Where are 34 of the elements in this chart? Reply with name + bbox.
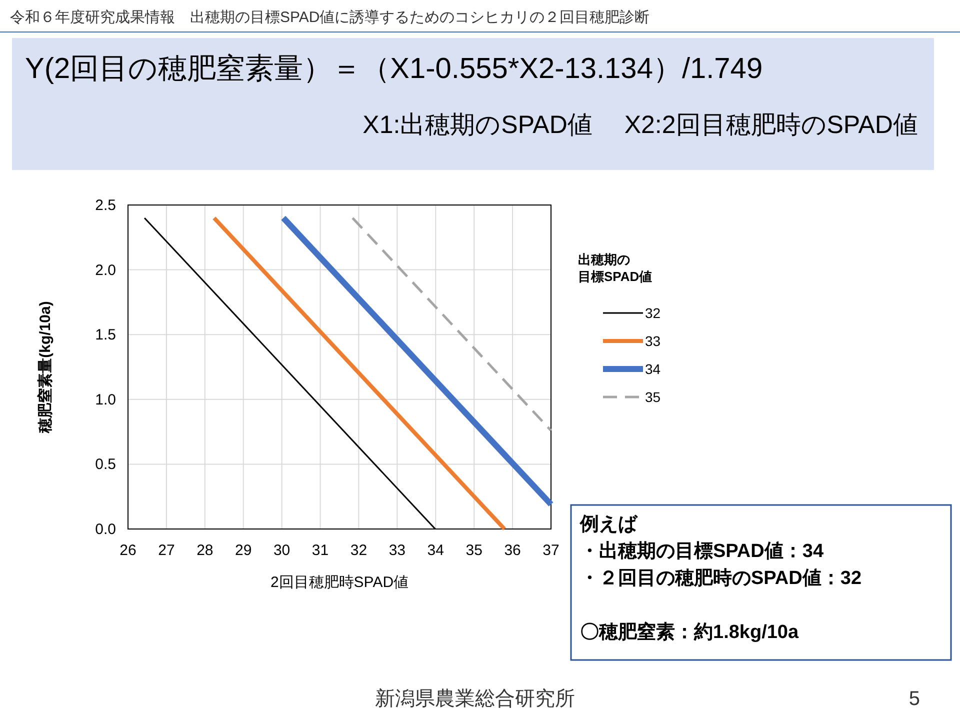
- y-tick-label: 1.5: [95, 326, 116, 344]
- x-tick-label: 29: [235, 542, 252, 559]
- x-tick-label: 26: [120, 542, 136, 559]
- chart-title: 令和６年度研究成果情報 出穂期の目標SPAD値に誘導するためのコシヒカリの２回目穂肥診断: [10, 9, 650, 26]
- chart-subtitle: Y(2回目の穂肥窒素量）＝（X1-0.555*X2-13.134）/1.749: [25, 53, 763, 85]
- text: 新潟県農業総合研究所: [375, 688, 575, 710]
- legend-label: 33: [645, 333, 661, 349]
- x-tick-label: 31: [312, 542, 329, 559]
- y-tick-label: 2.0: [95, 262, 116, 279]
- text: X1:出穂期のSPAD値 X2:2回目穂肥時のSPAD値: [362, 111, 918, 139]
- text: ・２回目の穂肥時のSPAD値：32: [580, 567, 862, 589]
- text: ・出穂期の目標SPAD値：34: [580, 540, 824, 562]
- x-tick-label: 32: [350, 542, 368, 559]
- x-tick-label: 34: [427, 542, 444, 559]
- x-tick-label: 27: [158, 542, 175, 559]
- legend-label: 34: [645, 361, 661, 377]
- y-tick-label: 1.0: [95, 391, 116, 408]
- text: 5: [908, 688, 920, 710]
- x-tick-label: 36: [504, 542, 521, 559]
- y-tick-label: 0.0: [95, 521, 116, 538]
- y-axis-title: 穂肥窒素量(kg/10a): [36, 301, 54, 434]
- x-tick-label: 37: [542, 542, 560, 559]
- x-tick-label: 30: [273, 542, 290, 559]
- text: 例えば: [579, 514, 638, 535]
- x-tick-label: 33: [388, 542, 406, 559]
- x-tick-label: 28: [196, 542, 214, 559]
- text: 〇穂肥窒素：約1.8kg/10a: [580, 621, 799, 643]
- legend-label: 35: [645, 389, 661, 405]
- y-tick-label: 0.5: [95, 456, 116, 474]
- y-tick-label: 2.5: [95, 197, 116, 214]
- legend-title: 出穂期の目標SPAD値: [578, 252, 652, 284]
- x-tick-label: 35: [466, 542, 482, 559]
- legend-label: 32: [645, 305, 661, 321]
- x-axis-title: 2回目穂肥時SPAD値: [270, 574, 409, 591]
